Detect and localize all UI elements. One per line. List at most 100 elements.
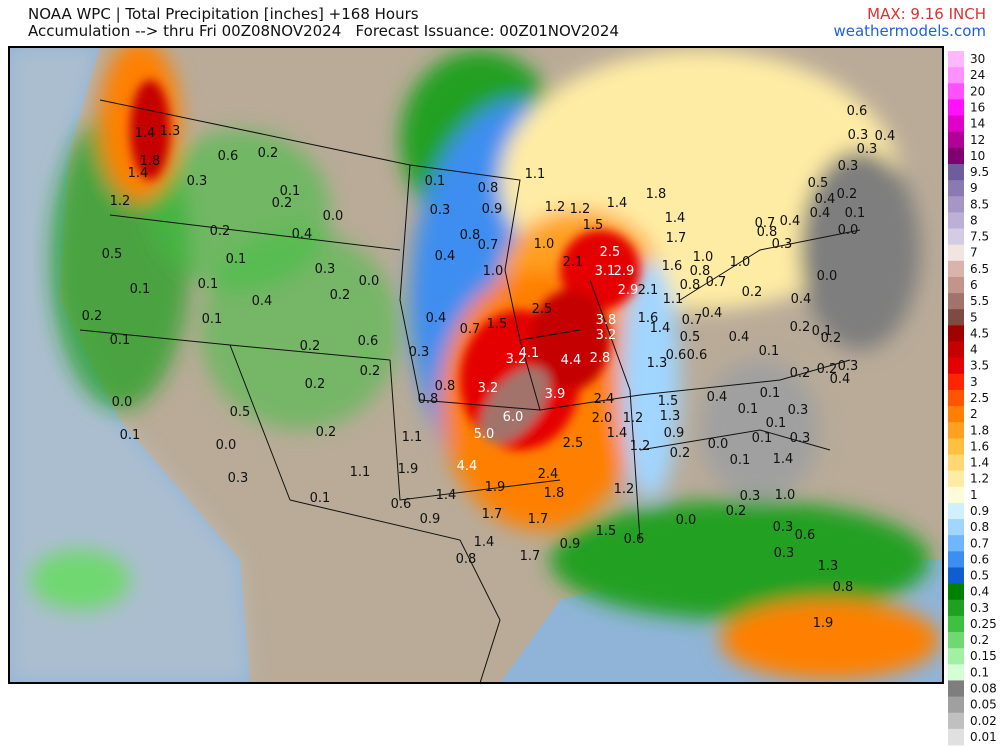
map-label: 1.2 xyxy=(630,439,651,454)
map-label: 3.9 xyxy=(545,387,566,402)
legend-label: 8 xyxy=(970,213,978,227)
legend-label: 0.1 xyxy=(970,665,989,679)
map-label: 0.5 xyxy=(808,176,829,191)
legend-label: 14 xyxy=(970,117,985,131)
map-label: 0.8 xyxy=(456,552,477,567)
max-label: MAX: 9.16 INCH xyxy=(867,5,986,23)
legend-label: 3.5 xyxy=(970,359,989,373)
legend-swatch xyxy=(948,325,964,343)
map-label: 3.8 xyxy=(596,313,617,328)
map-label: 0.4 xyxy=(830,372,851,387)
legend-swatch xyxy=(948,180,964,197)
map-label: 0.4 xyxy=(791,292,812,307)
map-label: 0.3 xyxy=(838,159,859,174)
map-label: 1.4 xyxy=(474,535,495,550)
legend-swatch xyxy=(948,276,964,294)
map-label: 0.1 xyxy=(738,402,759,417)
legend-swatch xyxy=(948,486,964,504)
map-label: 0.0 xyxy=(112,395,133,410)
map-label: 1.1 xyxy=(350,465,371,480)
map-label: 0.5 xyxy=(230,405,251,420)
map-label: 2.5 xyxy=(600,245,621,260)
map-label: 1.2 xyxy=(570,202,591,217)
map-label: 1.2 xyxy=(545,200,566,215)
map-label: 0.8 xyxy=(478,181,499,196)
map-label: 0.1 xyxy=(845,206,866,221)
map-label: 4.4 xyxy=(561,353,582,368)
map-label: 0.5 xyxy=(680,330,701,345)
subtitle: Accumulation --> thru Fri 00Z08NOV2024 F… xyxy=(28,22,620,40)
map-field xyxy=(9,47,943,683)
legend-swatch xyxy=(948,406,964,423)
map-label: 0.2 xyxy=(360,364,381,379)
map-label: 1.9 xyxy=(398,462,419,477)
map-label: 1.6 xyxy=(638,311,659,326)
legend-label: 24 xyxy=(970,68,985,82)
map-label: 2.4 xyxy=(538,467,559,482)
map-label: 0.6 xyxy=(358,334,379,349)
map-label: 1.3 xyxy=(160,124,181,139)
map-label: 0.2 xyxy=(82,309,103,324)
legend-label: 1 xyxy=(970,488,978,502)
map-label: 0.0 xyxy=(708,437,729,452)
map-label: 1.7 xyxy=(528,512,549,527)
map-label: 2.1 xyxy=(563,255,584,270)
legend-swatch xyxy=(948,389,964,407)
legend-label: 0.7 xyxy=(970,536,989,550)
map-label: 1.8 xyxy=(140,154,161,169)
map-label: 1.1 xyxy=(525,167,546,182)
map-label: 2.1 xyxy=(638,283,659,298)
map-label: 0.2 xyxy=(300,339,321,354)
map-label: 0.1 xyxy=(310,491,331,506)
map-label: 0.2 xyxy=(330,288,351,303)
map-label: 1.5 xyxy=(658,394,679,409)
legend-swatch xyxy=(948,438,964,455)
map-label: 1.5 xyxy=(596,524,617,539)
legend-label: 10 xyxy=(970,149,985,163)
map-label: 2.9 xyxy=(614,264,635,279)
map-label: 1.8 xyxy=(544,486,565,501)
site-link[interactable]: weathermodels.com xyxy=(833,22,986,40)
map-label: 1.4 xyxy=(773,452,794,467)
legend-label: 0.05 xyxy=(970,698,997,712)
legend-swatch xyxy=(948,535,964,552)
map-label: 0.5 xyxy=(102,247,123,262)
legend-swatch xyxy=(948,551,964,568)
legend-swatch xyxy=(948,454,964,472)
legend-label: 7.5 xyxy=(970,230,989,244)
map-label: 0.7 xyxy=(682,313,703,328)
legend-label: 30 xyxy=(970,52,985,66)
title: NOAA WPC | Total Precipitation [inches] … xyxy=(28,5,419,23)
legend-swatch xyxy=(948,357,964,375)
map-label: 1.4 xyxy=(665,211,686,226)
map-label: 0.3 xyxy=(772,237,793,252)
legend-label: 0.8 xyxy=(970,520,989,534)
legend-label: 4.5 xyxy=(970,326,989,340)
legend-swatch xyxy=(948,648,964,665)
legend-swatch xyxy=(948,680,964,698)
map-label: 0.0 xyxy=(817,269,838,284)
map-label: 1.2 xyxy=(110,194,131,209)
map-label: 0.4 xyxy=(702,306,723,321)
legend-label: 4 xyxy=(970,343,978,357)
map-label: 0.4 xyxy=(810,206,831,221)
legend-swatch xyxy=(948,147,964,165)
legend-label: 6.5 xyxy=(970,262,989,276)
map-label: 0.8 xyxy=(435,379,456,394)
map-label: 0.2 xyxy=(670,446,691,461)
map-label: 0.1 xyxy=(759,344,780,359)
map-label: 0.2 xyxy=(817,362,838,377)
map-label: 0.8 xyxy=(690,264,711,279)
legend-swatch xyxy=(948,583,964,601)
legend-label: 16 xyxy=(970,100,985,114)
legend-label: 6 xyxy=(970,278,978,292)
legend-swatch xyxy=(948,131,964,149)
legend-label: 0.08 xyxy=(970,682,997,696)
legend-label: 2.5 xyxy=(970,391,989,405)
map-label: 0.4 xyxy=(707,390,728,405)
map-label: 0.7 xyxy=(478,238,499,253)
map-label: 0.9 xyxy=(664,426,685,441)
legend-label: 0.3 xyxy=(970,601,989,615)
map-label: 1.4 xyxy=(607,196,628,211)
